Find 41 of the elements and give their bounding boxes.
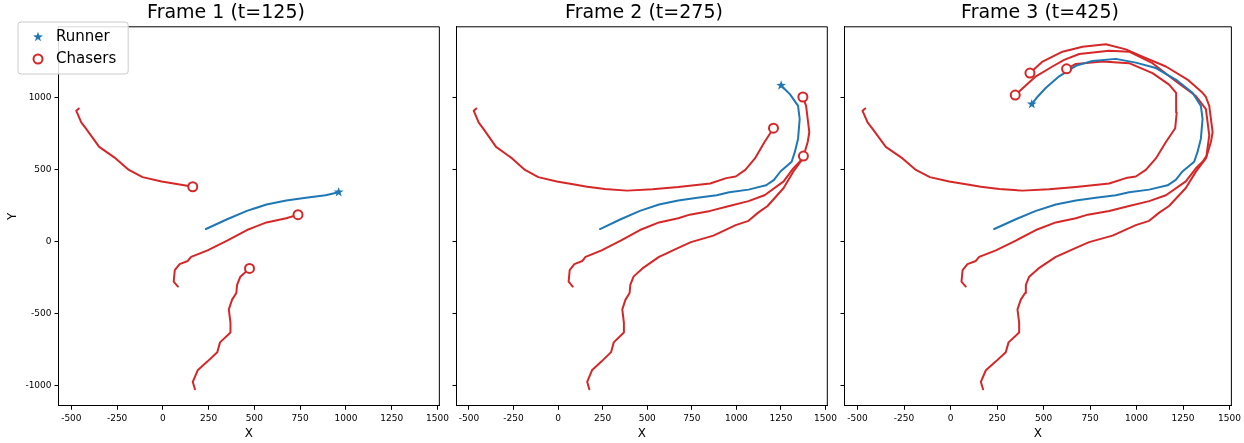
y-axis-title: Y — [5, 211, 20, 221]
x-tick-label: 1500 — [814, 412, 838, 423]
x-tick-label: 1000 — [1125, 412, 1149, 423]
chart-title: Frame 3 (t=425) — [961, 0, 1119, 23]
x-tick-label: 1250 — [380, 412, 404, 423]
chart-title: Frame 2 (t=275) — [565, 0, 723, 23]
x-tick-label: -500 — [847, 412, 868, 423]
y-tick-label: 500 — [34, 164, 52, 175]
x-tick-label: 1000 — [334, 412, 358, 423]
x-tick-label: -500 — [61, 412, 82, 423]
x-tick-label: 500 — [638, 412, 657, 423]
y-tick-label: -1000 — [25, 380, 52, 391]
x-tick-label: 500 — [245, 412, 264, 423]
legend-label: Chasers — [56, 48, 117, 67]
x-tick-label: -250 — [503, 412, 525, 423]
chart-title: Frame 1 (t=125) — [147, 0, 305, 23]
x-tick-label: 1500 — [1218, 412, 1242, 423]
x-tick-label: 0 — [947, 412, 954, 423]
x-tick-label: 1000 — [724, 412, 749, 423]
y-tick-label: -500 — [31, 308, 52, 319]
x-tick-label: 0 — [555, 412, 562, 423]
x-axis-title: X — [1033, 425, 1043, 440]
x-tick-label: -250 — [106, 412, 128, 423]
x-tick-label: 1250 — [1171, 412, 1195, 423]
x-axis-title: X — [637, 425, 647, 440]
x-tick-label: 750 — [683, 412, 701, 423]
x-tick-label: 0 — [160, 412, 167, 423]
x-tick-label: -500 — [458, 412, 480, 423]
x-tick-label: 250 — [988, 412, 1006, 423]
x-tick-label: 1500 — [426, 412, 450, 423]
x-tick-label: -250 — [893, 412, 915, 423]
x-tick-label: 1250 — [769, 412, 793, 423]
x-tick-label: 250 — [200, 412, 218, 423]
y-tick-label: 0 — [45, 236, 52, 247]
x-tick-label: 750 — [291, 412, 310, 423]
x-tick-label: 250 — [594, 412, 612, 423]
x-tick-label: 500 — [1034, 412, 1053, 423]
legend-label: Runner — [56, 26, 111, 45]
x-axis-title: X — [244, 425, 254, 440]
x-tick-label: 750 — [1081, 412, 1099, 423]
y-tick-label: 1000 — [28, 92, 52, 103]
